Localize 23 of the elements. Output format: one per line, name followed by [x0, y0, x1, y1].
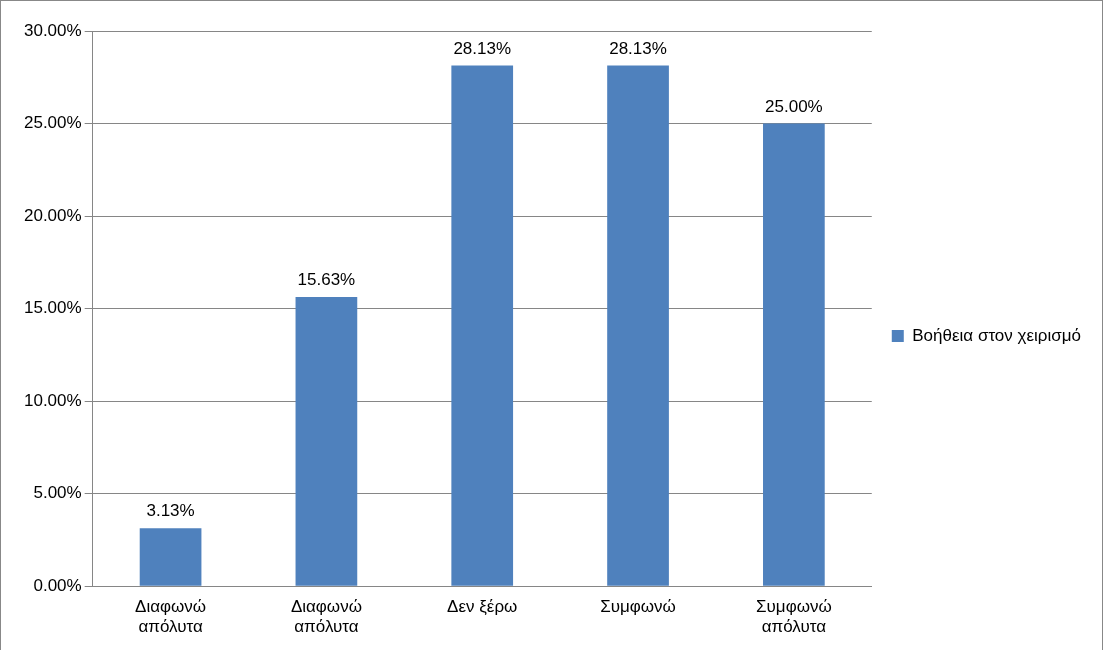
y-tick-label: 20.00% — [23, 205, 82, 225]
x-tick-label: Διαφωνώ απόλυτα — [290, 597, 362, 637]
bar — [763, 123, 825, 586]
data-label: 25.00% — [765, 96, 823, 116]
data-label: 3.13% — [146, 501, 195, 521]
data-label: 15.63% — [297, 270, 356, 290]
legend-label: Βοήθεια στον χειρισμό — [912, 325, 1082, 345]
y-tick-label: 10.00% — [23, 390, 82, 410]
x-tick-label: Διαφωνώ απόλυτα — [135, 597, 207, 637]
data-label: 28.13% — [453, 38, 512, 58]
bar — [295, 296, 358, 586]
y-tick-label: 5.00% — [33, 483, 82, 503]
bar — [607, 65, 669, 586]
y-tick-label: 0.00% — [33, 575, 82, 595]
x-tick-label: Δεν ξέρω — [447, 597, 518, 617]
bar — [139, 528, 202, 586]
y-tick-label: 15.00% — [23, 298, 82, 318]
x-tick-label: Συμφωνώ απόλυτα — [756, 597, 832, 637]
data-label: 28.13% — [609, 38, 667, 58]
bar — [451, 65, 514, 586]
y-tick-label: 30.00% — [23, 20, 82, 40]
y-tick-label: 25.00% — [23, 113, 82, 133]
x-tick-label: Συμφωνώ — [600, 597, 676, 617]
